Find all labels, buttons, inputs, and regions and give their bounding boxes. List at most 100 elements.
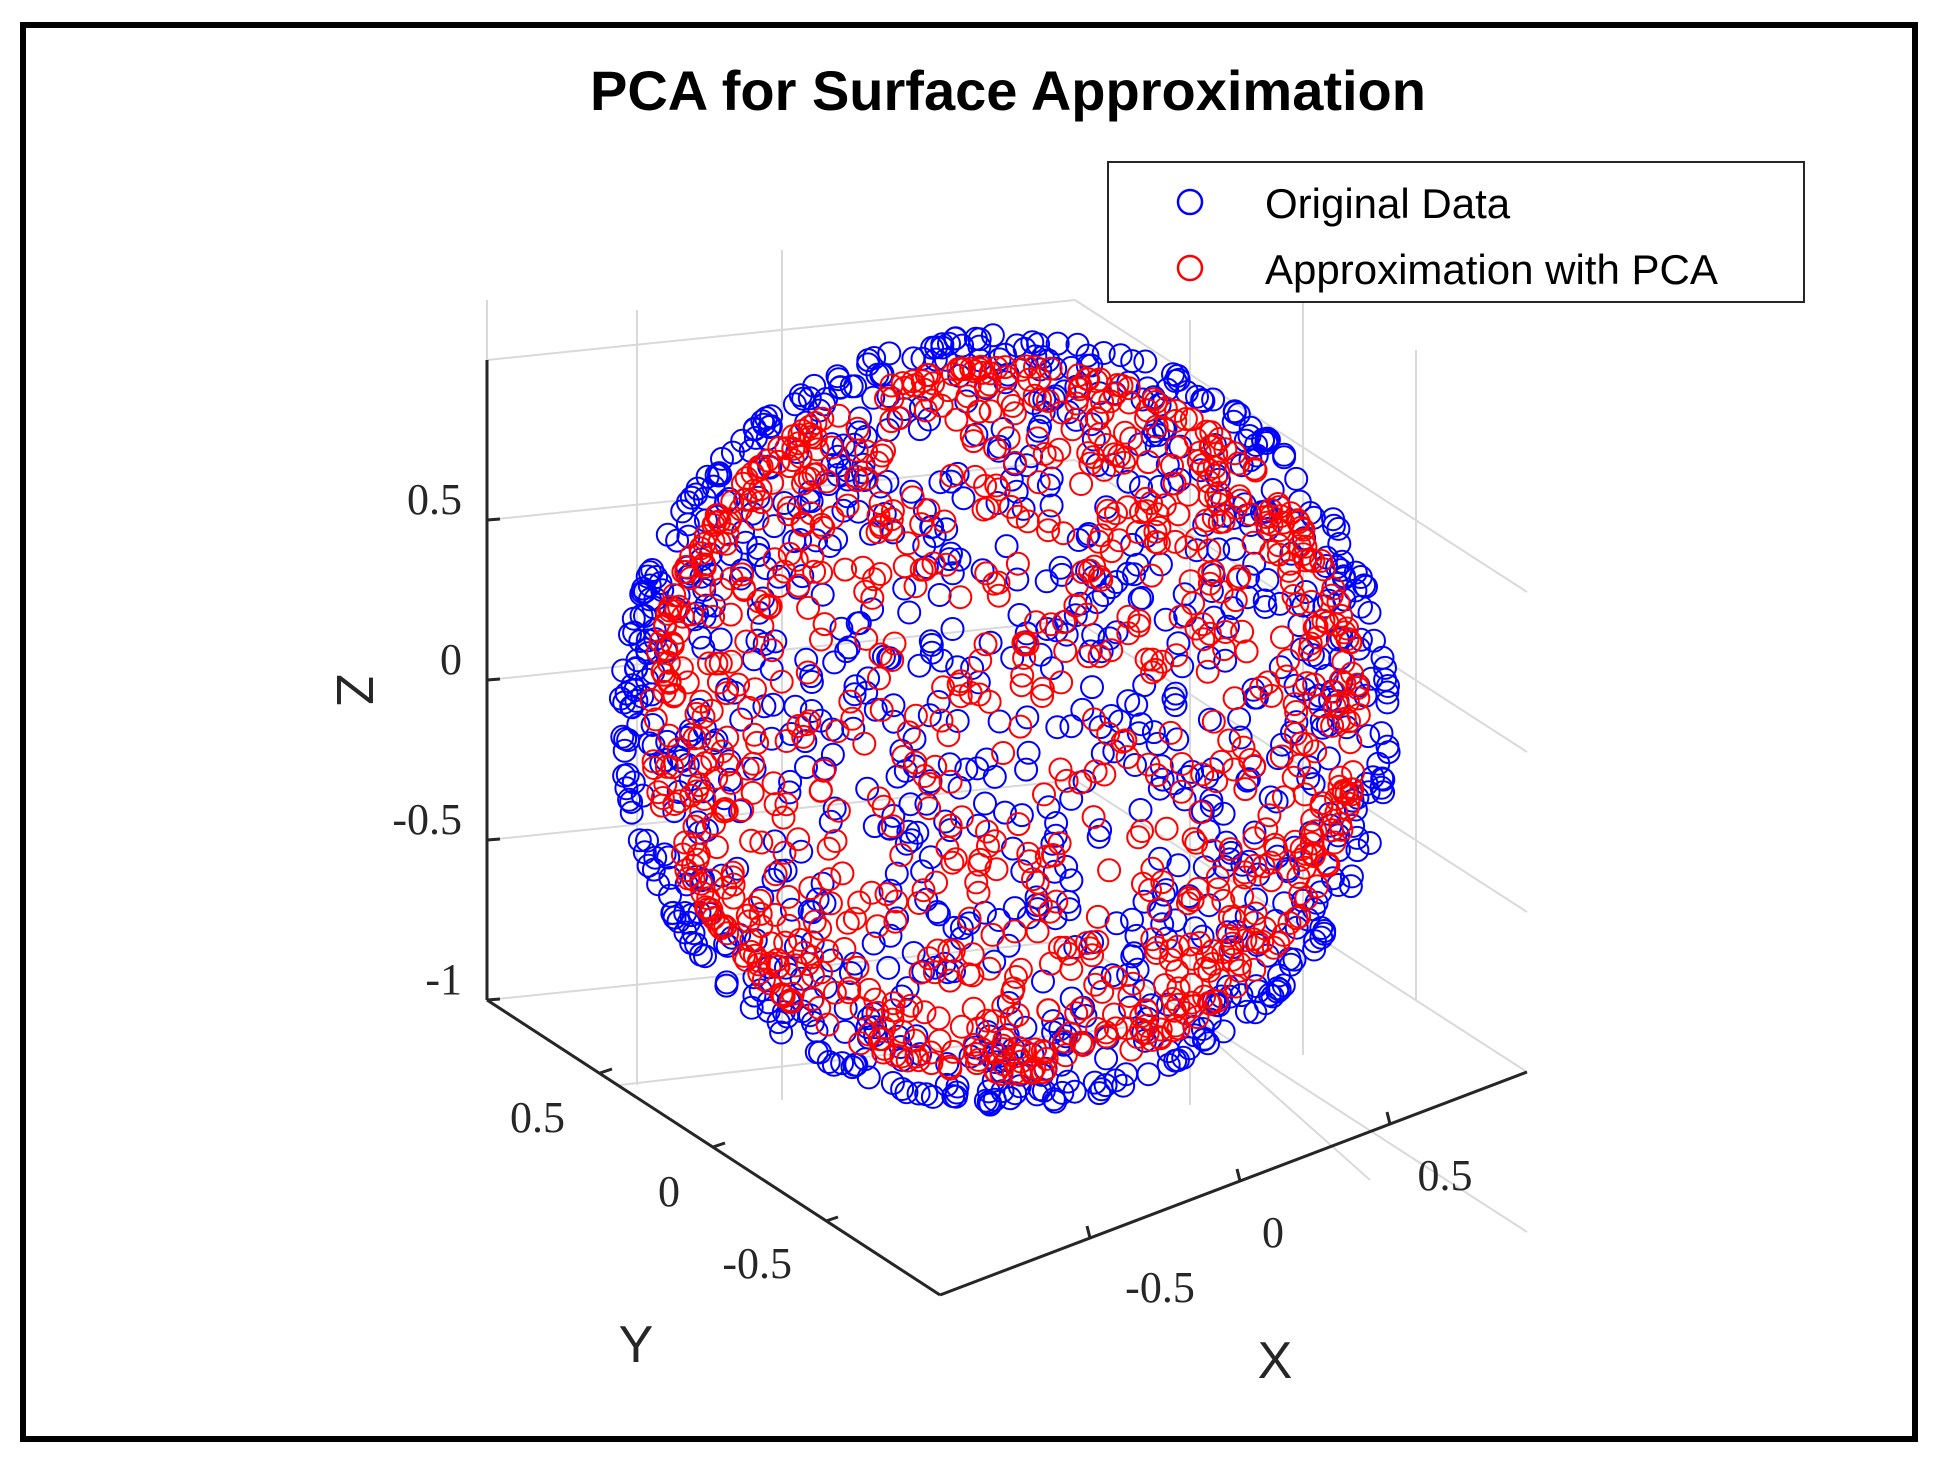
point-original <box>1163 369 1188 393</box>
point-pca <box>1198 991 1223 1016</box>
point-pca <box>1209 749 1234 774</box>
point-pca <box>1017 849 1042 874</box>
point-pca <box>1147 515 1172 540</box>
point-pca <box>1282 692 1307 717</box>
point-pca <box>1213 620 1238 644</box>
point-original <box>1087 1081 1112 1106</box>
point-original <box>945 655 970 680</box>
point-pca <box>940 850 965 875</box>
point-pca <box>786 714 811 738</box>
point-original <box>906 1081 931 1106</box>
point-pca <box>707 509 732 534</box>
point-original <box>753 556 778 581</box>
point-pca <box>1190 762 1215 787</box>
point-pca <box>842 906 867 931</box>
point-pca <box>1211 888 1236 913</box>
point-pca <box>1279 570 1304 595</box>
point-pca <box>1002 919 1027 944</box>
point-original <box>1042 859 1067 884</box>
z-tick-mark <box>486 517 501 522</box>
point-pca <box>900 485 925 510</box>
point-original <box>947 547 972 572</box>
point-original <box>1375 734 1400 759</box>
point-original <box>612 738 637 763</box>
point-original <box>1300 643 1325 668</box>
point-pca <box>1185 877 1210 901</box>
point-pca <box>740 780 765 805</box>
point-original <box>1091 583 1116 607</box>
point-pca <box>1063 593 1088 618</box>
point-pca <box>1259 683 1284 708</box>
point-original <box>1264 789 1289 814</box>
point-pca <box>1069 472 1094 496</box>
point-pca <box>1178 932 1203 957</box>
point-original <box>1370 766 1395 791</box>
point-pca <box>796 595 821 620</box>
point-pca <box>881 991 906 1016</box>
point-pca <box>937 938 962 963</box>
point-original <box>840 1055 865 1080</box>
point-pca <box>966 880 991 905</box>
point-pca <box>1102 1002 1126 1027</box>
point-pca <box>1195 945 1220 970</box>
point-pca <box>742 943 767 968</box>
point-original <box>1132 889 1157 914</box>
point-original <box>627 828 652 853</box>
y-tick-mark <box>712 1141 726 1149</box>
point-original <box>940 561 965 586</box>
point-original <box>817 534 842 558</box>
point-original <box>1324 571 1349 596</box>
point-original <box>812 891 837 916</box>
point-pca <box>740 461 765 486</box>
point-original <box>622 620 647 645</box>
point-pca <box>1325 693 1350 717</box>
point-pca <box>1184 830 1209 855</box>
point-pca <box>830 861 855 886</box>
point-original <box>1213 648 1238 673</box>
point-pca <box>868 491 893 516</box>
point-pca <box>641 749 666 774</box>
point-pca <box>938 813 963 838</box>
point-pca <box>736 909 761 934</box>
point-pca <box>1319 583 1344 608</box>
point-pca <box>1293 548 1318 573</box>
point-original <box>708 627 733 652</box>
point-pca <box>1006 504 1031 529</box>
point-original <box>612 763 637 788</box>
point-original <box>949 916 974 940</box>
point-pca <box>1129 500 1153 525</box>
point-original <box>1237 424 1262 448</box>
point-pca <box>704 651 729 676</box>
point-original <box>617 787 642 812</box>
point-pca <box>1285 592 1310 617</box>
point-pca <box>1048 935 1072 960</box>
point-original <box>831 433 856 458</box>
point-original <box>1226 402 1251 427</box>
point-pca <box>1117 984 1142 1008</box>
point-original <box>1221 506 1246 530</box>
point-pca <box>1110 729 1135 754</box>
point-original <box>919 640 944 665</box>
point-pca <box>1070 560 1095 585</box>
point-original <box>1034 569 1059 594</box>
point-pca <box>903 703 928 728</box>
point-pca <box>1140 856 1165 881</box>
point-original <box>1362 628 1386 653</box>
point-pca <box>1338 730 1363 755</box>
point-pca <box>854 626 879 651</box>
point-pca <box>702 811 726 836</box>
point-pca <box>739 828 764 853</box>
point-original <box>1296 766 1321 791</box>
point-pca <box>1144 763 1169 788</box>
point-pca <box>1169 779 1194 804</box>
point-pca <box>1276 648 1301 673</box>
point-pca <box>1022 383 1047 408</box>
point-original <box>1321 513 1346 538</box>
x-axis-label: X <box>1258 1332 1293 1390</box>
point-pca <box>1006 1036 1031 1060</box>
x-tick-label: 0 <box>1262 1208 1284 1257</box>
point-original <box>1221 409 1246 434</box>
point-pca <box>1059 957 1084 981</box>
point-pca <box>880 499 905 524</box>
point-pca <box>1284 906 1309 931</box>
